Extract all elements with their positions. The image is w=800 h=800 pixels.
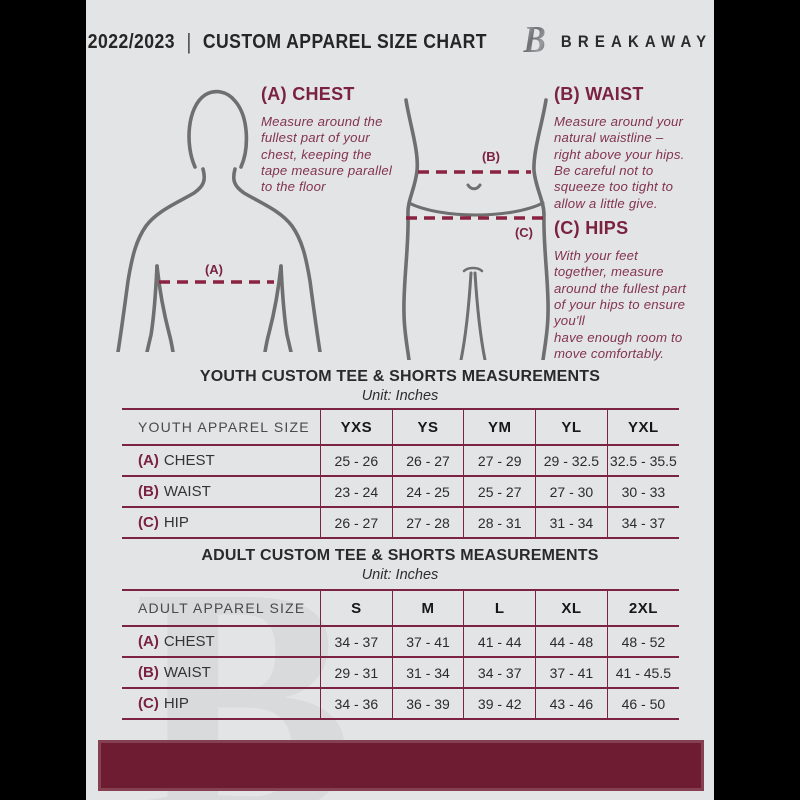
measurement-value: 44 - 48 — [535, 626, 608, 658]
size-column-header: YM — [463, 408, 536, 446]
adult-table-unit: Unit: Inches — [361, 567, 439, 583]
measurement-value: 46 - 50 — [606, 688, 679, 720]
brand-name: BREAKAWAY — [560, 32, 713, 51]
youth-table-unit: Unit: Inches — [361, 388, 439, 404]
measure-label: (C) HIP — [122, 688, 321, 720]
table-header-row: YOUTH APPAREL SIZE YXS YS YM YL YXL — [122, 408, 679, 446]
header-divider: | — [186, 29, 192, 54]
size-column-header: M — [391, 589, 464, 627]
chest-line-label: (A) — [205, 262, 223, 277]
page-title: CUSTOM APPAREL SIZE CHART — [202, 30, 487, 53]
header: 2022/2023 | CUSTOM APPAREL SIZE CHART B … — [88, 18, 706, 60]
measurement-value: 27 - 29 — [463, 445, 536, 477]
size-column-header: 2XL — [606, 589, 679, 627]
table-row: (B) WAIST 29 - 31 31 - 34 34 - 37 37 - 41 41 -… — [122, 657, 679, 689]
measurement-value: 29 - 31 — [320, 657, 393, 689]
measurement-value: 26 - 27 — [320, 507, 393, 539]
adult-table-title: ADULT CUSTOM TEE & SHORTS MEASUREMENTS — [201, 547, 599, 564]
measurement-value: 25 - 27 — [463, 476, 536, 508]
size-column-header: YL — [535, 408, 608, 446]
table-row: (C) HIP 34 - 36 36 - 39 39 - 42 43 - 46 46 - 5… — [122, 688, 679, 720]
upper-body-diagram: (A) — [116, 89, 322, 352]
size-column-header: YXL — [606, 408, 679, 446]
waist-heading: (B) WAIST — [554, 84, 644, 104]
measurement-value: 36 - 39 — [391, 688, 464, 720]
measurement-value: 29 - 32.5 — [535, 445, 608, 477]
measurement-value: 31 - 34 — [535, 507, 608, 539]
hips-heading: (C) HIPS — [554, 218, 629, 238]
chest-text: Measure around the fullest part of your … — [261, 114, 393, 195]
hips-line-label: (C) — [515, 225, 533, 240]
measure-label: (A) CHEST — [122, 445, 321, 477]
adult-size-table: ADULT APPAREL SIZE S M L XL 2XL (A) CHEST 34 - 3… — [122, 589, 679, 720]
measurement-value: 27 - 30 — [535, 476, 608, 508]
measure-prefix: (C) — [138, 695, 159, 712]
measurement-value: 32.5 - 35.5 — [606, 445, 679, 477]
hips-text: With your feet together, measure around … — [554, 248, 687, 362]
measurement-value: 24 - 25 — [391, 476, 464, 508]
hips-instruction: (C) HIPS With your feet together, measur… — [554, 218, 712, 363]
apparel-size-header: YOUTH APPAREL SIZE — [122, 408, 321, 446]
measure-prefix: (A) — [138, 633, 159, 650]
footer-bar — [98, 740, 704, 791]
chest-instruction: (A) CHEST Measure around the fullest par… — [261, 84, 406, 196]
measurement-value: 31 - 34 — [391, 657, 464, 689]
season-label: 2022/2023 — [87, 30, 175, 53]
measure-label: (B) WAIST — [122, 657, 321, 689]
measure-label: (C) HIP — [122, 507, 321, 539]
measurement-value: 34 - 36 — [320, 688, 393, 720]
measurement-value: 34 - 37 — [320, 626, 393, 658]
lower-body-diagram: (B) (C) — [402, 98, 550, 360]
waist-line-label: (B) — [482, 149, 500, 164]
measurement-value: 37 - 41 — [535, 657, 608, 689]
measure-label: (B) WAIST — [122, 476, 321, 508]
measure-label: (A) CHEST — [122, 626, 321, 658]
upper-body-outline — [116, 89, 322, 352]
size-column-header: YXS — [320, 408, 393, 446]
youth-size-table: YOUTH APPAREL SIZE YXS YS YM YL YXL (A) CHEST 25… — [122, 408, 679, 539]
lower-body-outline — [402, 98, 550, 360]
size-column-header: S — [320, 589, 393, 627]
measurement-value: 39 - 42 — [463, 688, 536, 720]
table-row: (A) CHEST 34 - 37 37 - 41 41 - 44 44 - 48 48 -… — [122, 626, 679, 658]
breakaway-logo-icon: B — [513, 18, 550, 67]
measurement-value: 25 - 26 — [320, 445, 393, 477]
measurement-value: 34 - 37 — [606, 507, 679, 539]
table-header-row: ADULT APPAREL SIZE S M L XL 2XL — [122, 589, 679, 627]
measure-prefix: (B) — [138, 483, 159, 500]
waist-text: Measure around your natural waistline – … — [554, 114, 685, 211]
measure-prefix: (A) — [138, 452, 159, 469]
measurement-value: 41 - 45.5 — [606, 657, 679, 689]
measurement-value: 23 - 24 — [320, 476, 393, 508]
table-row: (C) HIP 26 - 27 27 - 28 28 - 31 31 - 34 34 - 3… — [122, 507, 679, 539]
table-row: (B) WAIST 23 - 24 24 - 25 25 - 27 27 - 30 30 -… — [122, 476, 679, 508]
measurement-value: 26 - 27 — [391, 445, 464, 477]
measure-prefix: (B) — [138, 664, 159, 681]
logo-letter: B — [522, 18, 545, 60]
apparel-size-header: ADULT APPAREL SIZE — [122, 589, 321, 627]
measurement-value: 28 - 31 — [463, 507, 536, 539]
size-column-header: XL — [535, 589, 608, 627]
youth-table-title: YOUTH CUSTOM TEE & SHORTS MEASUREMENTS — [199, 368, 601, 385]
measurement-value: 43 - 46 — [535, 688, 608, 720]
size-chart-page: 2022/2023 | CUSTOM APPAREL SIZE CHART B … — [86, 0, 714, 800]
measurement-value: 34 - 37 — [463, 657, 536, 689]
measure-prefix: (C) — [138, 514, 159, 531]
size-column-header: YS — [391, 408, 464, 446]
table-row: (A) CHEST 25 - 26 26 - 27 27 - 29 29 - 32.5 32… — [122, 445, 679, 477]
chest-heading: (A) CHEST — [261, 84, 355, 104]
size-column-header: L — [463, 589, 536, 627]
measurement-value: 48 - 52 — [606, 626, 679, 658]
measurement-value: 41 - 44 — [463, 626, 536, 658]
measurement-value: 37 - 41 — [391, 626, 464, 658]
measurement-value: 27 - 28 — [391, 507, 464, 539]
waist-instruction: (B) WAIST Measure around your natural wa… — [554, 84, 709, 212]
measurement-value: 30 - 33 — [606, 476, 679, 508]
